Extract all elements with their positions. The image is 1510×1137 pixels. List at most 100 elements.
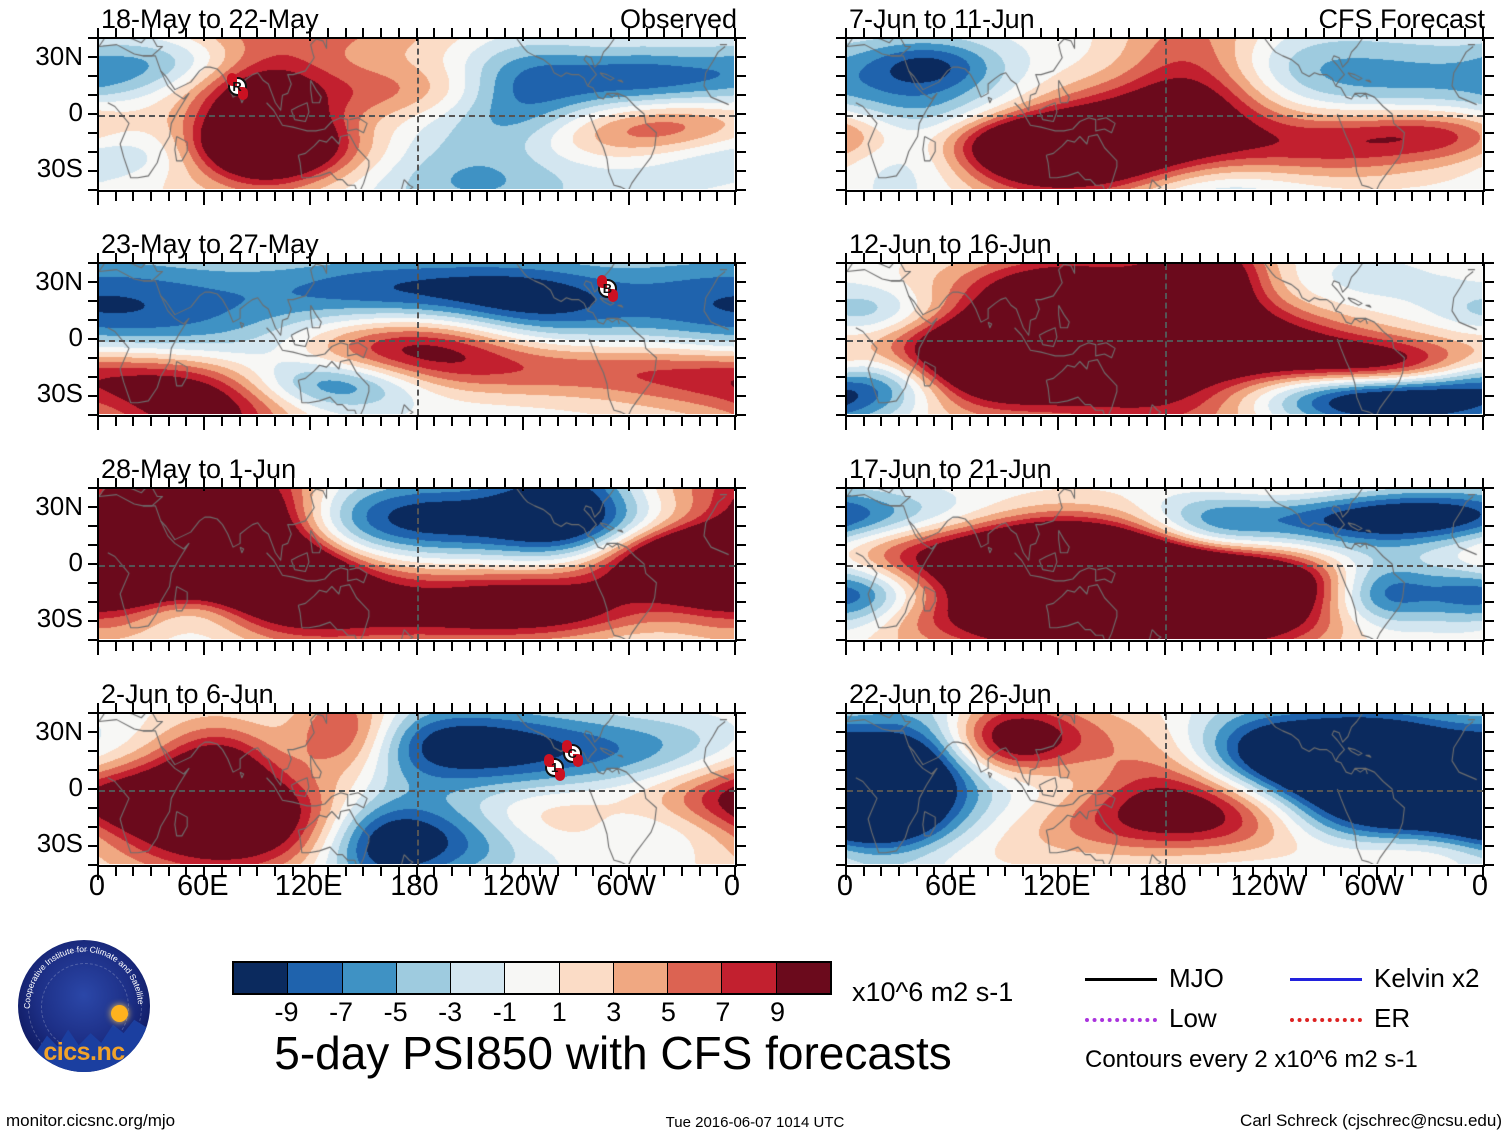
logo-ring-text: Cooperative Institute for Climate and Sa… [18, 940, 146, 1009]
x-axis-ticks [845, 642, 1485, 655]
colorbar-swatch-10 [776, 963, 830, 993]
colorbar-tick-label: 5 [660, 997, 676, 1027]
colorbar-tick-label: -5 [383, 997, 408, 1027]
y-tick-label: 30N [35, 490, 83, 521]
x-axis-ticks-top [97, 478, 737, 491]
map-panel [845, 37, 1485, 192]
x-axis-ticks [97, 192, 737, 205]
colorbar-tick-label: 1 [551, 997, 567, 1027]
x-tick-label: 180 [390, 870, 439, 902]
dateline-meridian [1165, 264, 1167, 415]
x-tick-label: 120W [482, 870, 559, 902]
x-axis-ticks [97, 867, 737, 880]
y-axis-ticks [88, 262, 97, 417]
y-tick-label: 30S [36, 378, 83, 409]
y-axis-ticks [88, 37, 97, 192]
map-panel [97, 487, 737, 642]
colorbar-tick-label: -7 [329, 997, 354, 1027]
panel-title: 18-May to 22-May [101, 4, 319, 34]
y-axis-ticks [88, 487, 97, 642]
logo-wordmark: cics.nc [43, 1038, 125, 1066]
footer-url[interactable]: monitor.cicsnc.org/mjo [6, 1111, 176, 1130]
y-axis-ticks-right [1485, 37, 1494, 192]
colorbar-tick-label: 3 [606, 997, 622, 1027]
y-axis-ticks-right [737, 37, 746, 192]
map-panel: R [97, 37, 737, 192]
anomaly-field [99, 39, 734, 189]
x-tick-label: 0 [1471, 870, 1489, 902]
x-axis-ticks [845, 417, 1485, 430]
y-axis-ticks-right [737, 262, 746, 417]
colorbar-swatch-5 [505, 963, 560, 993]
colorbar-swatch-6 [559, 963, 614, 993]
x-axis-ticks [845, 192, 1485, 205]
y-axis-ticks [836, 262, 845, 417]
dateline-meridian [1165, 714, 1167, 865]
x-axis-ticks-top [845, 703, 1485, 716]
logo-sun-icon [110, 1004, 128, 1022]
y-axis-ticks-right [737, 712, 746, 867]
colorbar-swatch-0 [234, 963, 289, 993]
footer-author: Carl Schreck (cjschrec@ncsu.edu) [1240, 1111, 1502, 1130]
x-tick-label: 0 [88, 870, 106, 902]
dateline-meridian [1165, 489, 1167, 640]
x-tick-label: 180 [1138, 870, 1187, 902]
legend-line-er [1290, 1018, 1362, 1022]
storm-marker-1: 1 [543, 753, 566, 781]
y-tick-label: 0 [68, 547, 83, 577]
panel-title: 17-Jun to 21-Jun [849, 454, 1052, 484]
map-panel: B [97, 262, 737, 417]
x-tick-label: 60E [177, 870, 229, 902]
colorbar-tick-label: -3 [438, 997, 463, 1027]
x-axis-ticks-top [97, 28, 737, 41]
figure-title: 5-day PSI850 with CFS forecasts [274, 1027, 952, 1079]
colorbar-swatch-3 [396, 963, 452, 993]
legend-line-low [1085, 1018, 1157, 1022]
y-tick-label: 30N [35, 715, 83, 746]
anomaly-field [99, 264, 734, 414]
footer-timestamp: Tue 2016-06-07 1014 UTC [665, 1114, 845, 1131]
colorbar-swatch-8 [668, 963, 723, 993]
y-tick-label: 0 [68, 322, 83, 352]
panel-title: 12-Jun to 16-Jun [849, 229, 1052, 259]
x-tick-label: 60E [925, 870, 977, 902]
storm-marker-C: C [561, 740, 584, 768]
y-axis-ticks-right [737, 487, 746, 642]
anomaly-field [99, 714, 734, 864]
y-axis-ticks [836, 37, 845, 192]
y-tick-label: 30S [36, 153, 83, 184]
map-panel [845, 712, 1485, 867]
x-tick-label: 60W [1344, 870, 1404, 902]
y-tick-label: 0 [68, 772, 83, 802]
anomaly-field [847, 264, 1482, 414]
colorbar-swatch-1 [288, 963, 343, 993]
anomaly-field [99, 489, 734, 639]
dateline-meridian [417, 264, 419, 415]
anomaly-field [847, 39, 1482, 189]
y-axis-ticks-right [1485, 712, 1494, 867]
legend-label: Kelvin x2 [1374, 963, 1480, 993]
dateline-meridian [417, 714, 419, 865]
legend-label: Low [1169, 1003, 1217, 1033]
x-tick-label: 0 [723, 870, 741, 902]
cics-nc-logo: Cooperative Institute for Climate and Sa… [18, 940, 150, 1072]
y-tick-label: 30S [36, 603, 83, 634]
x-axis-ticks-top [97, 703, 737, 716]
panel-title: 23-May to 27-May [101, 229, 319, 259]
colorbar-tick-label: 9 [769, 997, 785, 1027]
colorbar-unit-label: x10^6 m2 s-1 [852, 977, 1014, 1007]
colorbar-tick-label: 7 [715, 997, 731, 1027]
colorbar-swatch-9 [722, 963, 777, 993]
x-tick-label: 120E [1022, 870, 1091, 902]
y-tick-label: 30N [35, 265, 83, 296]
colorbar-swatch-2 [342, 963, 397, 993]
x-tick-label: 120W [1230, 870, 1307, 902]
y-axis-ticks-right [1485, 487, 1494, 642]
y-axis-ticks [836, 487, 845, 642]
x-axis-ticks [97, 417, 737, 430]
anomaly-field [847, 714, 1482, 864]
anomaly-field [847, 489, 1482, 639]
dateline-meridian [417, 39, 419, 190]
colorbar-swatch-4 [451, 963, 506, 993]
y-axis-ticks-right [1485, 262, 1494, 417]
